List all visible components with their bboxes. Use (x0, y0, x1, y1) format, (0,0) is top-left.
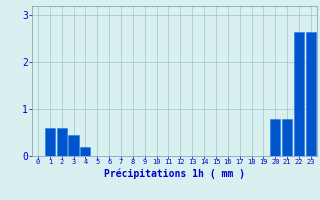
Bar (270, 118, 280, 156)
Bar (57, 128, 67, 156)
Bar (45, 128, 55, 156)
X-axis label: Précipitations 1h ( mm ): Précipitations 1h ( mm ) (104, 168, 245, 179)
Bar (80, 147, 91, 156)
Bar (306, 32, 316, 156)
Bar (294, 32, 304, 156)
Bar (282, 118, 292, 156)
Bar (68, 135, 79, 156)
